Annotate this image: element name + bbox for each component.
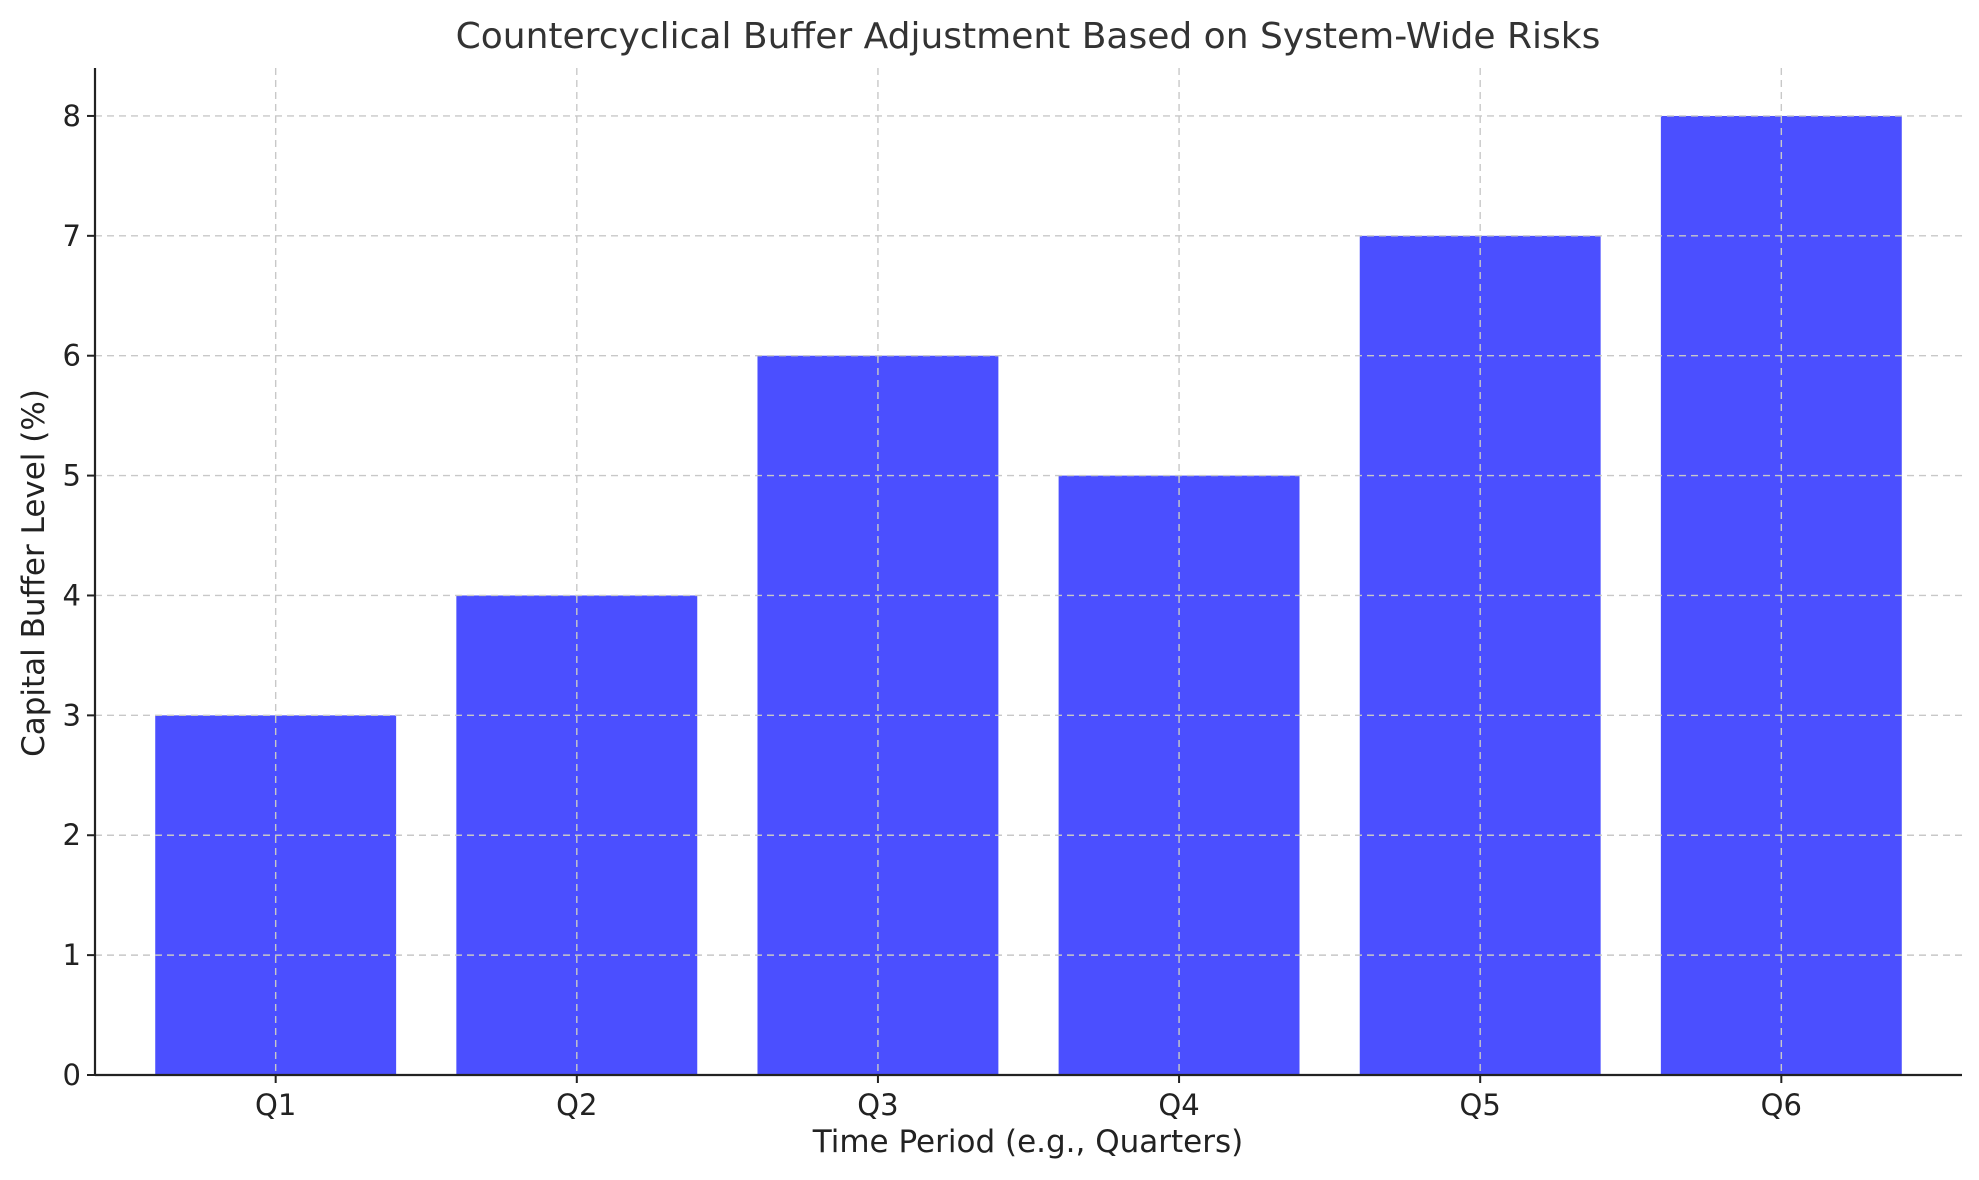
y-tick-label-4: 4 [63, 578, 81, 612]
y-tick-label-5: 5 [63, 459, 81, 493]
x-tick-label-q2: Q2 [556, 1088, 597, 1122]
y-tick-label-8: 8 [63, 99, 81, 133]
bar-q1 [155, 715, 397, 1075]
y-axis-label: Capital Buffer Level (%) [16, 389, 52, 757]
y-tick-label-1: 1 [63, 938, 81, 972]
x-tick-label-q3: Q3 [857, 1088, 898, 1122]
x-tick-label-q4: Q4 [1158, 1088, 1199, 1122]
y-tick-label-2: 2 [63, 818, 81, 852]
x-ticks: Q1 Q2 Q3 Q4 Q5 Q6 [255, 1075, 1802, 1122]
y-tick-label-6: 6 [63, 339, 81, 373]
y-tick-label-3: 3 [63, 698, 81, 732]
chart-title: Countercyclical Buffer Adjustment Based … [456, 16, 1601, 57]
y-tick-label-0: 0 [63, 1058, 81, 1092]
bars [155, 115, 1902, 1076]
x-tick-label-q5: Q5 [1460, 1088, 1501, 1122]
y-tick-label-7: 7 [63, 219, 81, 253]
x-axis-label: Time Period (e.g., Quarters) [812, 1124, 1244, 1160]
x-tick-label-q6: Q6 [1761, 1088, 1802, 1122]
y-ticks: 0 1 2 3 4 5 6 7 8 [63, 99, 95, 1092]
x-tick-label-q1: Q1 [255, 1088, 296, 1122]
